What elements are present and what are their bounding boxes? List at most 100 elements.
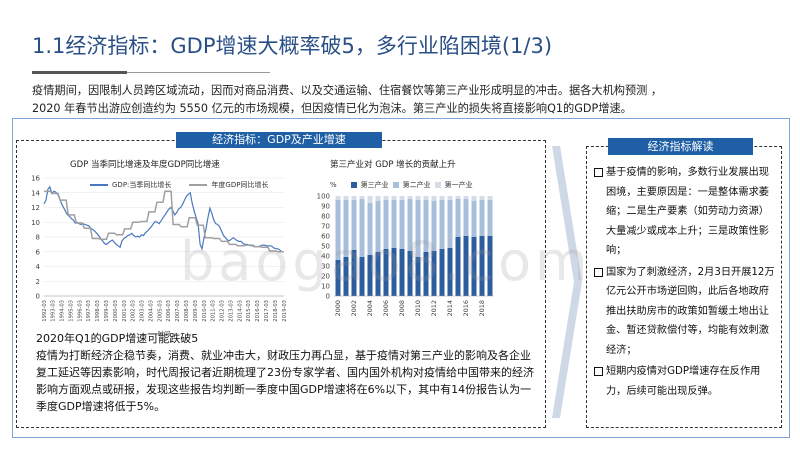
x-tick-label: 2016: [462, 300, 470, 317]
watermark: baogao8.com: [180, 230, 592, 293]
x-tick-label: 2009-03: [193, 300, 199, 322]
x-tick-label: 2008-03: [184, 300, 190, 322]
bar-segment-0: [439, 249, 445, 296]
x-tick-label: 2006: [382, 300, 390, 317]
bar-segment-2: [367, 196, 373, 203]
legend-swatch-tertiary: [350, 182, 357, 188]
bar-segment-2: [471, 196, 477, 201]
y-tick-label: 0: [36, 293, 40, 301]
bar-segment-0: [447, 248, 453, 296]
x-tick-label: 2019-03: [282, 300, 288, 322]
bar-segment-1: [439, 200, 445, 249]
bar-segment-1: [479, 200, 485, 236]
series-line-1: [44, 190, 284, 253]
industry-y-unit: %: [330, 181, 337, 189]
right-panel-body: 基于疫情的影响，多数行业发展出现困境，主要原因是：一是整体需求萎缩；二是生产要素…: [594, 163, 778, 401]
bar-segment-2: [423, 196, 429, 200]
y-tick-label: 20: [321, 273, 330, 281]
bar-segment-2: [439, 196, 445, 200]
bar-segment-0: [471, 237, 477, 296]
y-tick-label: 6: [36, 248, 41, 256]
bullet-item: 国家为了刺激经济，2月3日开展12万亿元公开市场逆回购，此后各地政府推出扶助房市…: [594, 263, 778, 361]
y-tick-label: 12: [31, 204, 40, 212]
bar-segment-0: [367, 255, 373, 296]
x-tick-label: 2006-03: [166, 300, 172, 322]
bullet-item: 短期内疫情对GDP增速存在反作用力，后续可能出现反弹。: [594, 362, 778, 401]
gdp-chart-title: GDP 当季同比增速及年度GDP同比增速: [70, 160, 220, 170]
bar-segment-2: [335, 196, 341, 200]
x-tick-label: 2015-03: [246, 300, 252, 322]
x-tick-label: 2010-03: [202, 300, 208, 322]
y-tick-label: 14: [31, 189, 40, 197]
y-tick-label: 0: [326, 293, 330, 301]
bar-segment-1: [447, 200, 453, 248]
bar-segment-2: [479, 196, 485, 200]
left-panel-header: 经济指标：GDP及产业增速: [176, 132, 382, 148]
bar-segment-1: [463, 199, 469, 236]
legend-swatch-annual: [189, 184, 208, 186]
y-tick-label: 50: [321, 243, 330, 251]
x-tick-label: 2010: [414, 300, 422, 317]
bar-segment-1: [359, 199, 365, 257]
x-tick-label: 1997-03: [86, 300, 92, 322]
right-panel-header: 经济指标解读: [608, 138, 753, 155]
x-tick-label: 1996-03: [77, 300, 83, 322]
x-tick-label: 1998-03: [95, 300, 101, 322]
x-tick-label: 2017-03: [264, 300, 270, 322]
bar-segment-0: [335, 260, 341, 296]
page-title: 1.1经济指标：GDP增速大概率破5，多行业陷困境(1/3): [32, 34, 553, 58]
bar-segment-0: [455, 237, 461, 296]
bullet-item: 基于疫情的影响，多数行业发展出现困境，主要原因是：一是整体需求萎缩；二是生产要素…: [594, 163, 778, 261]
bar-segment-1: [399, 200, 405, 249]
bar-segment-2: [375, 196, 381, 201]
bar-segment-0: [375, 252, 381, 296]
bar-segment-1: [343, 200, 349, 257]
bar-segment-0: [399, 249, 405, 296]
bar-segment-1: [375, 201, 381, 252]
checkbox-bullet-icon: [594, 267, 603, 277]
x-tick-label: 2018: [478, 300, 486, 317]
series-line-0: [43, 185, 284, 253]
y-tick-label: 2: [36, 278, 40, 286]
bar-segment-0: [343, 257, 349, 296]
bar-segment-1: [423, 200, 429, 252]
x-tick-label: 2002: [350, 300, 358, 317]
bar-segment-1: [335, 200, 341, 260]
checkbox-bullet-icon: [594, 367, 603, 376]
bar-segment-2: [407, 196, 413, 199]
bar-segment-1: [431, 201, 437, 251]
y-tick-label: 70: [321, 223, 330, 231]
title-underline-light: [127, 72, 270, 73]
x-tick-label: 2001-03: [122, 300, 128, 322]
bar-segment-2: [455, 196, 461, 199]
bar-segment-0: [423, 252, 429, 296]
x-tick-label: 1999-03: [104, 300, 110, 322]
y-tick-label: 10: [321, 283, 330, 291]
chevron-right-icon: [552, 146, 582, 418]
left-panel-body: 2020年Q1的GDP增速可能跌破5 疫情为打断经济企稳节奏，消费、就业冲击大，…: [36, 330, 541, 415]
bar-segment-1: [455, 199, 461, 237]
y-tick-label: 40: [321, 253, 330, 261]
x-tick-label: 1995-03: [68, 300, 74, 322]
bar-segment-0: [415, 257, 421, 296]
x-tick-label: 2013-03: [228, 300, 234, 322]
industry-chart-legend: % 第三产业 第二产业 第一产业: [330, 180, 473, 190]
checkbox-bullet-icon: [594, 168, 603, 177]
x-tick-label: 1993-03: [51, 300, 57, 322]
legend-swatch-secondary: [392, 182, 399, 188]
x-tick-label: 2004: [366, 300, 374, 317]
bar-segment-1: [407, 199, 413, 251]
bar-segment-1: [383, 200, 389, 249]
legend-label-tertiary: 第三产业: [360, 181, 389, 189]
bar-segment-2: [383, 196, 389, 200]
industry-chart-title: 第三产业对 GDP 增长的贡献上升: [330, 160, 456, 170]
left-body-title: 2020年Q1的GDP增速可能跌破5: [36, 332, 199, 345]
x-tick-label: 2007-03: [175, 300, 181, 322]
x-tick-label: 2018-03: [273, 300, 279, 322]
bar-segment-0: [359, 257, 365, 296]
bullet-text: 短期内疫情对GDP增速存在反作用力，后续可能出现反弹。: [606, 366, 761, 397]
bar-segment-2: [463, 196, 469, 199]
x-tick-label: 2014-03: [237, 300, 243, 322]
gdp-chart-legend: GDP:当季同比增长 年度GDP同比增长: [90, 180, 268, 190]
bar-segment-2: [359, 196, 365, 199]
